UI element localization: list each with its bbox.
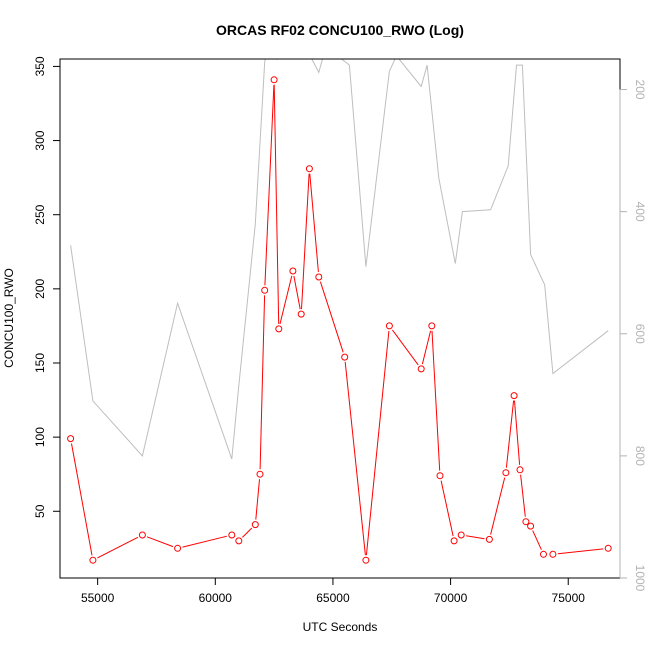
data-point — [457, 531, 465, 539]
primary-series-segment — [344, 361, 366, 556]
x-tick-label: 65000 — [316, 591, 350, 605]
primary-series-segment — [71, 443, 93, 556]
data-point — [516, 466, 524, 474]
data-point — [604, 544, 612, 552]
primary-series-segment — [301, 173, 310, 310]
primary-series-segment — [391, 329, 419, 366]
primary-series-segment — [182, 535, 228, 548]
primary-series-segment — [520, 474, 526, 517]
x-axis-label: UTC Seconds — [303, 620, 378, 634]
data-point — [256, 470, 264, 478]
plot-frame — [59, 58, 621, 579]
data-point — [297, 310, 305, 318]
y2-tick-label: 600 — [633, 324, 647, 344]
y-axis-right: 200 400 600 800 1000 — [619, 80, 647, 592]
data-point — [502, 469, 510, 477]
data-point — [261, 286, 269, 294]
y2-tick-label: 200 — [633, 80, 647, 100]
data-point — [540, 550, 547, 558]
primary-series-segment — [293, 275, 301, 310]
x-tick-label: 55000 — [81, 591, 115, 605]
primary-series-segment — [466, 535, 485, 540]
primary-series-segment — [514, 400, 521, 465]
primary-series-segment — [242, 527, 253, 538]
y-tick-label: 250 — [33, 204, 47, 224]
data-point — [305, 165, 313, 173]
y-tick-label: 50 — [33, 504, 47, 518]
primary-series-segment — [309, 173, 319, 273]
primary-series-segment — [319, 281, 344, 353]
primary-series-segment — [557, 548, 604, 555]
data-point — [436, 472, 444, 480]
primary-series-segment — [532, 530, 542, 550]
primary-series-segment — [490, 477, 506, 535]
x-axis: 55000 60000 65000 70000 75000 — [81, 577, 586, 605]
primary-series-segment — [505, 400, 515, 468]
data-point — [315, 273, 323, 281]
y-tick-label: 200 — [33, 279, 47, 299]
data-point — [549, 550, 557, 558]
data-point — [450, 537, 458, 545]
y-tick-label: 300 — [33, 130, 47, 150]
primary-series-segment — [97, 536, 139, 559]
y-axis-label: CONCU100_RWO — [2, 268, 16, 368]
data-point — [527, 522, 535, 530]
secondary-series-layer — [70, 59, 609, 460]
chart-title: ORCAS RF02 CONCU100_RWO (Log) — [216, 22, 464, 38]
data-point — [385, 322, 393, 330]
primary-series-segment — [440, 480, 454, 537]
data-point — [362, 556, 370, 564]
y-tick-label: 150 — [33, 353, 47, 373]
primary-series-segment — [255, 479, 260, 520]
data-point — [228, 531, 236, 539]
data-point — [522, 518, 530, 526]
y2-tick-label: 1000 — [633, 565, 647, 592]
data-point — [417, 365, 425, 373]
primary-series-segment — [365, 330, 390, 556]
secondary-series-line — [70, 59, 609, 460]
primary-series-segment — [264, 84, 275, 286]
primary-series-layer — [67, 76, 612, 564]
y-tick-label: 100 — [33, 427, 47, 447]
data-point — [89, 556, 97, 564]
data-point — [275, 325, 283, 333]
primary-series-segment — [421, 330, 432, 365]
primary-series-segment — [146, 536, 174, 548]
data-point — [235, 537, 243, 545]
data-point — [289, 267, 297, 275]
data-point — [428, 322, 436, 330]
data-point — [138, 531, 146, 539]
y-axis-left: 50 100 150 200 250 300 350 — [33, 56, 61, 518]
primary-series-segment — [273, 84, 280, 324]
data-point — [251, 521, 259, 529]
x-tick-label: 75000 — [552, 591, 586, 605]
data-point — [174, 544, 182, 552]
x-tick-label: 60000 — [199, 591, 233, 605]
data-point — [67, 435, 75, 443]
data-point — [485, 535, 493, 543]
data-point — [341, 353, 349, 361]
primary-series-segment — [279, 275, 293, 325]
data-point — [270, 76, 278, 84]
data-point — [510, 392, 518, 400]
y2-tick-label: 400 — [633, 202, 647, 222]
y2-tick-label: 800 — [633, 446, 647, 466]
y-tick-label: 350 — [33, 56, 47, 76]
x-tick-label: 70000 — [434, 591, 468, 605]
primary-series-segment — [431, 330, 441, 471]
primary-series-segment — [259, 295, 266, 470]
